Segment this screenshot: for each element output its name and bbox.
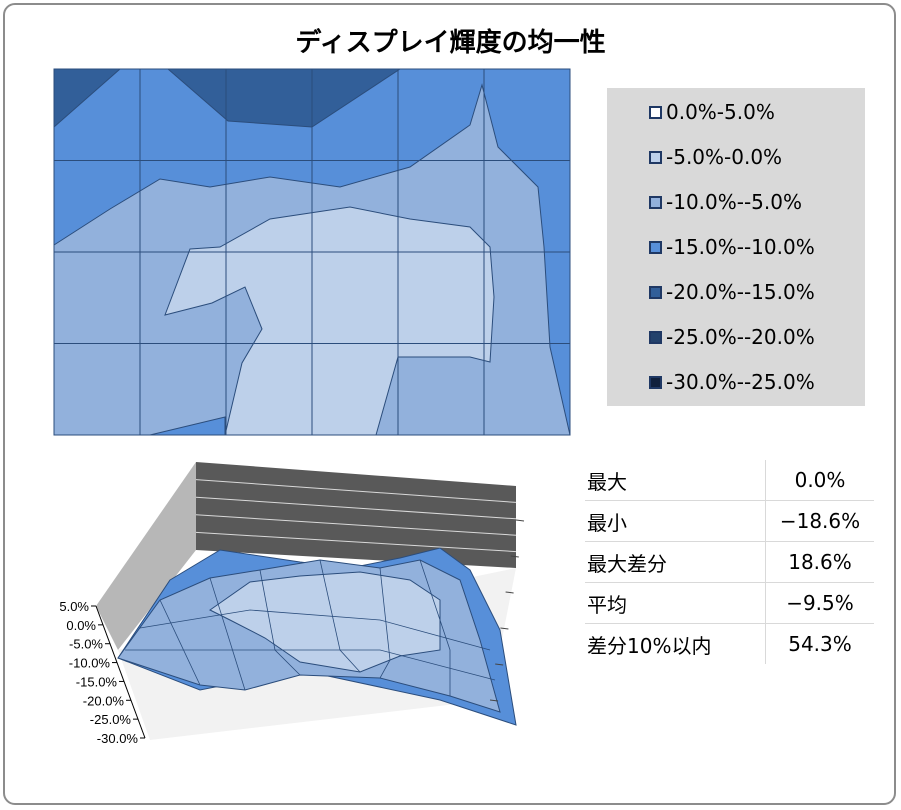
legend: 0.0%-5.0% -5.0%-0.0% -10.0%--5.0% -15.0%--1… bbox=[607, 88, 865, 406]
stats-table: 最大 0.0% 最小 −18.6% 最大差分 18.6% 平均 −9.5% 差分10%以内 54.… bbox=[585, 460, 874, 664]
surface-side-wall bbox=[96, 462, 196, 650]
stats-row: 差分10%以内 54.3% bbox=[585, 623, 874, 664]
chart-title: ディスプレイ輝度の均一性 bbox=[295, 28, 606, 58]
stats-label: 最小 bbox=[585, 500, 766, 542]
stats-row: 最大差分 18.6% bbox=[585, 541, 874, 583]
back-wall-grid-line bbox=[195, 496, 517, 520]
stats-label: 差分10%以内 bbox=[585, 623, 766, 664]
stats-value: 0.0% bbox=[765, 460, 874, 501]
stats-row: 最小 −18.6% bbox=[585, 500, 874, 542]
stats-value: −18.6% bbox=[765, 500, 874, 542]
legend-label: -15.0%--10.0% bbox=[666, 235, 815, 259]
floor-tick bbox=[495, 663, 504, 666]
legend-swatch bbox=[649, 330, 662, 344]
z-axis-tick-label: 0.0% bbox=[66, 618, 96, 633]
z-axis-tick-label: -10.0% bbox=[69, 656, 111, 671]
stats-row: 平均 −9.5% bbox=[585, 582, 874, 624]
legend-item: -20.0%--15.0% bbox=[649, 279, 815, 305]
contour-band-minus-5-0 bbox=[164, 206, 495, 436]
stats-row: 最大 0.0% bbox=[585, 460, 874, 501]
stats-value: −9.5% bbox=[765, 582, 874, 624]
back-wall-grid-line bbox=[195, 479, 517, 503]
floor-tick bbox=[505, 591, 514, 594]
legend-label: -25.0%--20.0% bbox=[666, 325, 815, 349]
surface-plot: 5.0% 0.0% -5.0% -10.0% -15.0% -20.0% -25.0% -30… bbox=[59, 462, 525, 746]
legend-item: -10.0%--5.0% bbox=[649, 189, 802, 215]
legend-label: -20.0%--15.0% bbox=[666, 280, 815, 304]
legend-item: 0.0%-5.0% bbox=[649, 99, 775, 125]
legend-item: -5.0%-0.0% bbox=[649, 144, 782, 170]
legend-swatch bbox=[649, 195, 662, 209]
floor-tick bbox=[489, 699, 499, 702]
z-axis-tick-label: -30.0% bbox=[97, 731, 139, 746]
stats-label: 最大差分 bbox=[585, 541, 766, 583]
stats-label: 平均 bbox=[585, 582, 766, 624]
legend-swatch bbox=[649, 240, 662, 254]
z-axis-tick-label: -20.0% bbox=[83, 693, 125, 708]
legend-item: -25.0%--20.0% bbox=[649, 324, 815, 350]
floor-tick bbox=[500, 627, 509, 630]
z-axis-tick-label: 5.0% bbox=[59, 599, 89, 614]
legend-label: -10.0%--5.0% bbox=[666, 190, 802, 214]
surface-back-wall bbox=[196, 462, 516, 568]
floor-tick bbox=[510, 555, 519, 558]
legend-item: -15.0%--10.0% bbox=[649, 234, 815, 260]
stats-value: 54.3% bbox=[788, 632, 852, 656]
back-wall-grid-line bbox=[195, 514, 517, 536]
z-axis-tick-label: -25.0% bbox=[90, 712, 132, 727]
stats-value: 18.6% bbox=[765, 541, 874, 583]
legend-swatch bbox=[649, 150, 662, 164]
z-axis-tick-label: -15.0% bbox=[76, 674, 118, 689]
legend-item: -30.0%--25.0% bbox=[649, 369, 815, 395]
legend-swatch bbox=[649, 285, 662, 299]
z-axis-tick-label: -5.0% bbox=[69, 637, 103, 652]
legend-swatch bbox=[649, 375, 662, 389]
contour-plot bbox=[53, 68, 571, 436]
legend-label: 0.0%-5.0% bbox=[666, 100, 775, 124]
stats-label: 最大 bbox=[585, 460, 766, 501]
floor-tick bbox=[515, 519, 525, 522]
legend-label: -5.0%-0.0% bbox=[666, 145, 783, 169]
z-axis-line bbox=[95, 605, 146, 739]
back-wall-grid-line bbox=[195, 531, 517, 553]
legend-swatch bbox=[649, 105, 662, 119]
legend-label: -30.0%--25.0% bbox=[666, 370, 815, 394]
surface-layer-top bbox=[209, 571, 441, 673]
